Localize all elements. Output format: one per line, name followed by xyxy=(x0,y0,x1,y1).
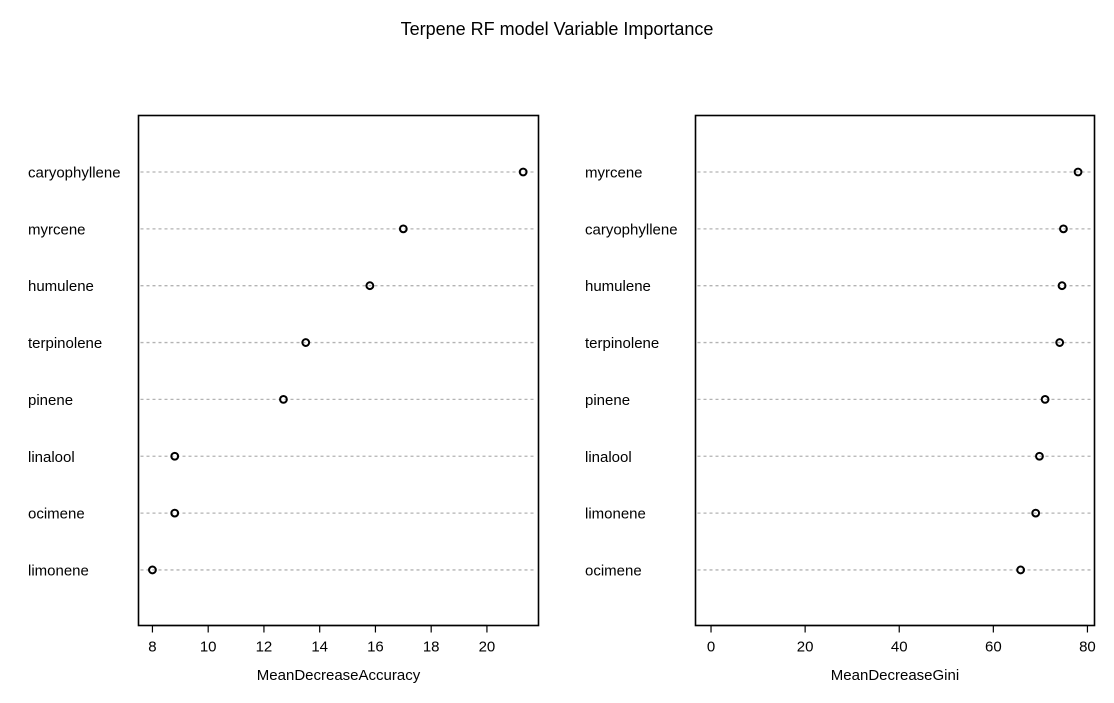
figure-title: Terpene RF model Variable Importance xyxy=(401,19,714,39)
x-tick-label: 80 xyxy=(1079,639,1096,656)
data-point xyxy=(1035,451,1044,461)
category-label: linalool xyxy=(585,449,632,466)
x-tick-label: 0 xyxy=(707,639,715,656)
data-point xyxy=(279,395,288,404)
gini-panel: myrcene caryophyllene humulene terpinolene p… xyxy=(585,114,1096,684)
data-point xyxy=(365,281,375,291)
x-tick-label: 18 xyxy=(423,639,440,656)
x-tick-label: 10 xyxy=(200,639,217,656)
data-point xyxy=(1040,395,1050,404)
data-point xyxy=(170,508,180,518)
category-label: myrcene xyxy=(585,165,643,182)
category-label: limonene xyxy=(28,562,89,579)
category-label: pinene xyxy=(585,392,630,409)
data-point xyxy=(170,451,180,461)
data-point xyxy=(1055,338,1065,347)
data-point xyxy=(148,565,157,575)
data-point xyxy=(1016,565,1026,575)
category-label: caryophyllene xyxy=(585,221,678,238)
data-point xyxy=(1073,167,1083,177)
category-label: humulene xyxy=(585,278,651,295)
data-point xyxy=(518,167,528,177)
plot-frame xyxy=(694,114,1096,627)
x-tick-label: 20 xyxy=(479,639,496,656)
x-tick-label: 8 xyxy=(148,639,156,656)
data-point xyxy=(398,224,408,234)
x-axis-label: MeanDecreaseAccuracy xyxy=(257,667,421,684)
category-label: humulene xyxy=(28,278,94,295)
category-label: terpinolene xyxy=(28,335,102,352)
x-tick-label: 40 xyxy=(891,639,908,656)
data-point xyxy=(1057,281,1067,291)
accuracy-panel: caryophyllene myrcene humulene terpinolene p… xyxy=(28,114,540,684)
category-label: terpinolene xyxy=(585,335,659,352)
category-label: limonene xyxy=(585,506,646,523)
x-tick-label: 12 xyxy=(256,639,273,656)
x-tick-label: 14 xyxy=(311,639,328,656)
data-point xyxy=(301,338,311,347)
data-point xyxy=(1031,508,1041,518)
x-tick-label: 60 xyxy=(985,639,1002,656)
x-tick-label: 20 xyxy=(797,639,814,656)
category-label: pinene xyxy=(28,392,73,409)
data-point xyxy=(1059,224,1068,234)
category-label: linalool xyxy=(28,449,75,466)
plot-frame xyxy=(137,114,540,627)
category-label: ocimene xyxy=(28,506,85,523)
x-tick-label: 16 xyxy=(367,639,384,656)
category-label: caryophyllene xyxy=(28,165,121,182)
category-label: ocimene xyxy=(585,562,642,579)
category-label: myrcene xyxy=(28,221,86,238)
x-axis-label: MeanDecreaseGini xyxy=(831,667,959,684)
